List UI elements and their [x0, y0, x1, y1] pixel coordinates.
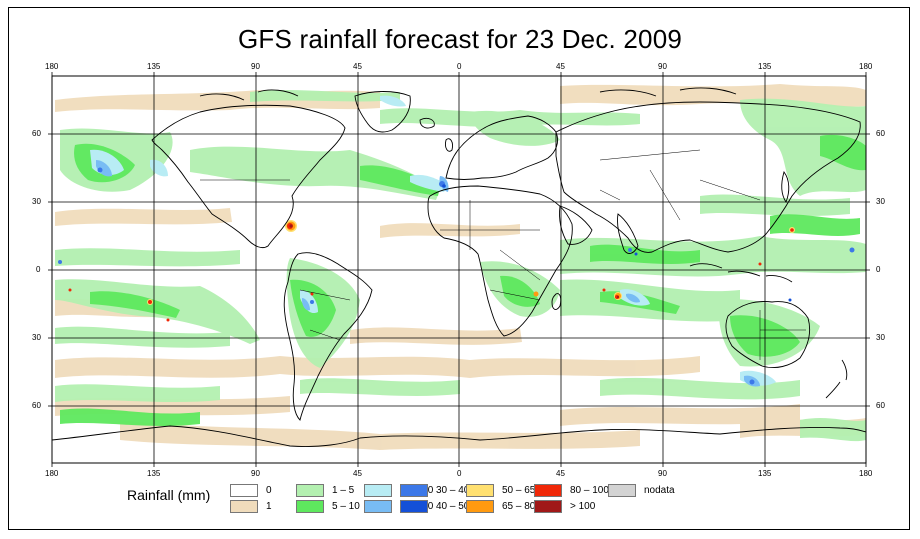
right-tick-label: 60	[876, 401, 885, 410]
legend-swatch	[230, 484, 258, 497]
madagascar-outline	[551, 293, 562, 310]
legend-label: nodata	[644, 485, 675, 496]
legend-swatch	[400, 484, 428, 497]
right-tick-label: 30	[876, 197, 885, 206]
top-tick-label: 90	[658, 62, 667, 71]
greenland-outline	[354, 91, 411, 133]
bottom-tick-label: 180	[45, 469, 59, 478]
legend-swatch	[364, 500, 392, 513]
axis-ticks	[48, 72, 870, 467]
bottom-tick-label: 135	[758, 469, 772, 478]
map-border	[51, 75, 867, 464]
bottom-tick-label: 90	[658, 469, 667, 478]
right-tick-label: 30	[876, 333, 885, 342]
legend-swatch	[534, 484, 562, 497]
british-isles-outline	[445, 138, 453, 152]
legend-label: 65 – 80	[502, 501, 536, 512]
left-tick-label: 0	[36, 265, 41, 274]
australia-outline	[725, 301, 811, 369]
top-tick-label: 0	[457, 62, 462, 71]
right-tick-label: 60	[876, 129, 885, 138]
north-america-outline	[151, 104, 346, 249]
coastlines	[52, 87, 866, 447]
legend-swatch	[466, 484, 494, 497]
legend-swatch	[466, 500, 494, 513]
legend-swatch	[534, 500, 562, 513]
left-tick-label: 30	[32, 333, 41, 342]
arctic-islands-outline	[199, 87, 737, 101]
top-tick-label: 180	[859, 62, 873, 71]
top-tick-label: 135	[147, 62, 161, 71]
bottom-tick-label: 45	[353, 469, 362, 478]
legend-swatch	[400, 500, 428, 513]
south-america-outline	[283, 252, 373, 421]
legend-swatch	[296, 484, 324, 497]
right-tick-label: 0	[876, 265, 881, 274]
top-tick-label: 90	[251, 62, 260, 71]
top-tick-label: 45	[556, 62, 565, 71]
legend-label: 50 – 65	[502, 485, 536, 496]
legend-label: 0	[266, 485, 272, 496]
figure-frame	[8, 7, 910, 530]
india-outline	[617, 213, 639, 254]
bottom-tick-label: 135	[147, 469, 161, 478]
left-tick-label: 60	[32, 129, 41, 138]
map-title: GFS rainfall forecast for 23 Dec. 2009	[237, 24, 683, 54]
legend-label: 40 – 50	[436, 501, 470, 512]
legend-swatch	[364, 484, 392, 497]
antarctica-outline	[52, 425, 866, 447]
legend-swatch	[230, 500, 258, 513]
top-tick-label: 135	[758, 62, 772, 71]
graticule	[52, 76, 866, 463]
legend-label: 5 – 10	[332, 501, 360, 512]
legend-swatch	[608, 484, 636, 497]
bottom-tick-label: 0	[457, 469, 462, 478]
legend-label: 80 – 100	[570, 485, 609, 496]
legend-title: Rainfall (mm)	[127, 487, 211, 503]
country-borders	[200, 149, 806, 360]
legend-label: 1 – 5	[332, 485, 355, 496]
left-tick-label: 60	[32, 401, 41, 410]
rainfall-field	[55, 84, 866, 450]
left-tick-label: 30	[32, 197, 41, 206]
indonesia-outline	[689, 263, 793, 283]
iceland-outline	[419, 117, 435, 129]
bottom-tick-label: 45	[556, 469, 565, 478]
top-tick-label: 180	[45, 62, 59, 71]
legend-label: > 100	[570, 501, 596, 512]
top-tick-label: 45	[353, 62, 362, 71]
legend-swatch	[296, 500, 324, 513]
legend-label: 30 – 40	[436, 485, 470, 496]
new-zealand-outline	[825, 359, 848, 399]
africa-outline	[427, 185, 573, 337]
legend-label: 1	[266, 501, 272, 512]
bottom-tick-label: 90	[251, 469, 260, 478]
bottom-tick-label: 180	[859, 469, 873, 478]
